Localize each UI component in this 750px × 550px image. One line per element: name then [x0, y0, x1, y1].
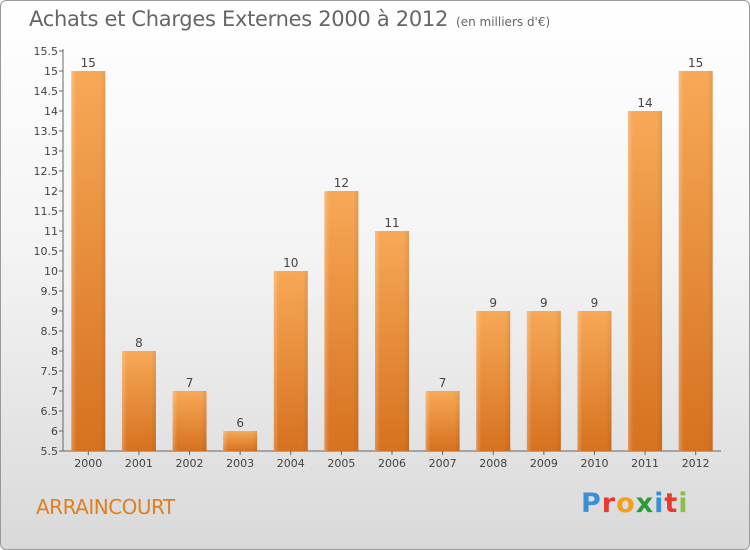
y-tick-label: 15.5 — [34, 45, 59, 58]
data-label-2001: 8 — [135, 336, 143, 350]
bar-shade-2002 — [172, 391, 207, 451]
x-tick-label: 2005 — [327, 457, 355, 470]
y-tick-label: 14.5 — [34, 85, 59, 98]
data-label-2006: 11 — [384, 216, 399, 230]
y-tick-label: 7 — [51, 385, 58, 398]
y-tick-label: 9 — [51, 305, 58, 318]
x-tick-label: 2000 — [74, 457, 102, 470]
bar-shade-2010 — [577, 311, 612, 451]
bar-shade-2000 — [71, 71, 106, 451]
data-label-2009: 9 — [540, 296, 548, 310]
y-tick-label: 8.5 — [41, 325, 59, 338]
proxiti-logo: Proxiti — [581, 488, 689, 519]
data-label-2004: 10 — [283, 256, 298, 270]
y-tick-label: 10 — [44, 265, 58, 278]
commune-name: ARRAINCOURT — [36, 495, 175, 519]
y-tick-label: 10.5 — [34, 245, 59, 258]
x-tick-label: 2004 — [277, 457, 305, 470]
x-tick-label: 2008 — [479, 457, 507, 470]
bar-shade-2011 — [628, 111, 663, 451]
data-label-2011: 14 — [637, 96, 652, 110]
bar-shade-2008 — [476, 311, 511, 451]
data-label-2000: 15 — [81, 56, 96, 70]
y-tick-label: 14 — [44, 105, 58, 118]
bar-shade-2012 — [678, 71, 713, 451]
bar-shade-2007 — [425, 391, 460, 451]
data-label-2010: 9 — [591, 296, 599, 310]
data-label-2005: 12 — [334, 176, 349, 190]
y-tick-label: 11.5 — [34, 205, 59, 218]
x-tick-label: 2006 — [378, 457, 406, 470]
chart-subtitle: (en milliers d'€) — [456, 15, 551, 29]
x-tick-label: 2012 — [682, 457, 710, 470]
y-tick-label: 13 — [44, 145, 58, 158]
data-label-2003: 6 — [236, 416, 244, 430]
chart-x-ticks: 2000 2001 2002 2003 2004 2005 2006 2007 2008 2009… — [74, 451, 710, 470]
x-tick-label: 2001 — [125, 457, 153, 470]
y-tick-label: 12.5 — [34, 165, 59, 178]
y-tick-label: 12 — [44, 185, 58, 198]
x-tick-label: 2010 — [580, 457, 608, 470]
chart-bars — [71, 71, 713, 451]
y-tick-label: 11 — [44, 225, 58, 238]
y-tick-label: 8 — [51, 345, 58, 358]
y-tick-label: 5.5 — [41, 445, 59, 458]
y-tick-label: 6.5 — [41, 405, 59, 418]
data-label-2008: 9 — [489, 296, 497, 310]
x-tick-label: 2003 — [226, 457, 254, 470]
y-tick-label: 9.5 — [41, 285, 59, 298]
chart-y-ticks: 5.5 6 6.5 7 7.5 8 8.5 9 9.5 10 10.5 11 11.5 12 12.5 13 1… — [34, 45, 63, 458]
data-label-2002: 7 — [186, 376, 194, 390]
x-tick-label: 2002 — [176, 457, 204, 470]
bar-shade-2006 — [375, 231, 409, 451]
bar-shade-2001 — [121, 351, 156, 451]
x-tick-label: 2009 — [530, 457, 558, 470]
chart-title: Achats et Charges Externes 2000 à 2012 (e… — [29, 7, 550, 31]
x-tick-label: 2007 — [429, 457, 457, 470]
y-tick-label: 15 — [44, 65, 58, 78]
y-tick-label: 7.5 — [41, 365, 59, 378]
data-label-2007: 7 — [439, 376, 447, 390]
chart-data-labels: 15 8 7 6 10 12 11 7 9 9 9 14 15 — [81, 56, 704, 430]
y-tick-label: 13.5 — [34, 125, 59, 138]
x-tick-label: 2011 — [631, 457, 659, 470]
bar-shade-2005 — [324, 191, 359, 451]
bar-shade-2003 — [223, 431, 258, 451]
chart-title-text: Achats et Charges Externes 2000 à 2012 — [29, 7, 449, 31]
bar-shade-2004 — [273, 271, 308, 451]
bar-shade-2009 — [526, 311, 561, 451]
y-tick-label: 6 — [51, 425, 58, 438]
data-label-2012: 15 — [688, 56, 703, 70]
